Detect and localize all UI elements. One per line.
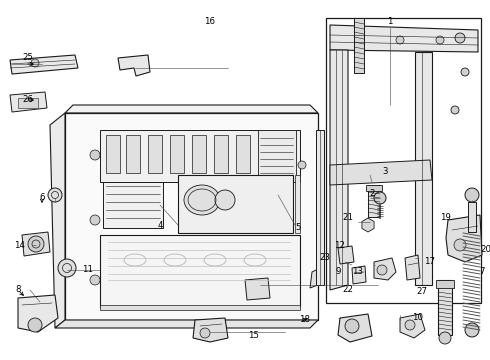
- Circle shape: [374, 192, 386, 204]
- Polygon shape: [18, 295, 58, 332]
- Bar: [436, 280, 454, 288]
- Text: 11: 11: [82, 266, 94, 274]
- Circle shape: [90, 150, 100, 160]
- Text: 10: 10: [413, 314, 423, 323]
- Polygon shape: [446, 215, 482, 262]
- Text: 21: 21: [343, 213, 353, 222]
- Text: 16: 16: [204, 18, 216, 27]
- Ellipse shape: [184, 185, 220, 215]
- Polygon shape: [55, 320, 318, 328]
- Polygon shape: [330, 160, 432, 185]
- Circle shape: [345, 319, 359, 333]
- Polygon shape: [193, 318, 228, 342]
- Bar: [148, 135, 162, 173]
- Text: 14: 14: [15, 240, 25, 249]
- Bar: [366, 185, 382, 191]
- Polygon shape: [50, 113, 65, 328]
- Circle shape: [58, 259, 76, 277]
- Bar: [214, 135, 228, 173]
- Circle shape: [356, 36, 364, 44]
- Polygon shape: [338, 314, 372, 342]
- Circle shape: [455, 33, 465, 43]
- Bar: [103, 182, 163, 228]
- Circle shape: [454, 239, 466, 251]
- Text: 12: 12: [335, 240, 345, 249]
- Polygon shape: [65, 113, 318, 320]
- Bar: [106, 135, 120, 173]
- Circle shape: [28, 236, 44, 252]
- Bar: [236, 135, 250, 173]
- Polygon shape: [400, 314, 425, 338]
- Circle shape: [298, 161, 306, 169]
- Polygon shape: [245, 278, 270, 300]
- Polygon shape: [118, 55, 150, 76]
- Text: 22: 22: [343, 285, 353, 294]
- Bar: [126, 135, 140, 173]
- Circle shape: [451, 106, 459, 114]
- Circle shape: [90, 275, 100, 285]
- Text: 4: 4: [157, 220, 163, 230]
- Bar: [295, 175, 300, 233]
- Polygon shape: [338, 246, 354, 264]
- Bar: [170, 135, 184, 173]
- Circle shape: [465, 188, 479, 202]
- Polygon shape: [352, 266, 366, 284]
- Bar: [258, 130, 296, 182]
- Circle shape: [28, 318, 42, 332]
- Circle shape: [48, 188, 62, 202]
- Bar: [192, 135, 206, 173]
- Text: 13: 13: [352, 267, 364, 276]
- Polygon shape: [405, 255, 420, 280]
- Bar: [100, 130, 300, 182]
- Polygon shape: [362, 218, 374, 232]
- Polygon shape: [374, 258, 396, 280]
- Text: 3: 3: [382, 167, 388, 176]
- Bar: [326, 18, 481, 303]
- Ellipse shape: [215, 190, 235, 210]
- Circle shape: [396, 36, 404, 44]
- Text: 20: 20: [481, 246, 490, 255]
- Circle shape: [436, 36, 444, 44]
- Circle shape: [31, 59, 39, 67]
- Circle shape: [465, 323, 479, 337]
- Bar: [18, 98, 38, 108]
- Bar: [316, 130, 324, 285]
- Text: 8: 8: [15, 285, 21, 294]
- Polygon shape: [415, 52, 432, 285]
- Text: 9: 9: [335, 267, 341, 276]
- Bar: [438, 280, 452, 335]
- Text: 25: 25: [23, 54, 33, 63]
- Polygon shape: [10, 55, 78, 74]
- Polygon shape: [330, 50, 348, 290]
- Text: 2: 2: [369, 189, 375, 198]
- Circle shape: [461, 68, 469, 76]
- Text: 6: 6: [39, 194, 45, 202]
- Circle shape: [90, 215, 100, 225]
- Text: 7: 7: [479, 267, 485, 276]
- Polygon shape: [310, 268, 320, 288]
- Bar: [178, 175, 293, 233]
- Bar: [354, 18, 364, 73]
- Polygon shape: [330, 25, 478, 52]
- Bar: [468, 202, 476, 232]
- Circle shape: [200, 328, 210, 338]
- Text: 18: 18: [299, 315, 311, 324]
- Polygon shape: [65, 105, 318, 113]
- Text: 15: 15: [248, 330, 260, 339]
- Text: 26: 26: [23, 95, 33, 104]
- Polygon shape: [10, 92, 47, 112]
- Bar: [100, 235, 300, 307]
- Text: 23: 23: [319, 253, 330, 262]
- Text: 1: 1: [387, 18, 393, 27]
- Circle shape: [405, 320, 415, 330]
- Polygon shape: [22, 232, 50, 256]
- Text: 5: 5: [295, 224, 301, 233]
- Circle shape: [439, 332, 451, 344]
- Bar: [100, 305, 300, 310]
- Bar: [368, 185, 380, 217]
- Text: 17: 17: [424, 257, 436, 266]
- Text: 27: 27: [416, 288, 427, 297]
- Circle shape: [377, 265, 387, 275]
- Text: 19: 19: [440, 213, 450, 222]
